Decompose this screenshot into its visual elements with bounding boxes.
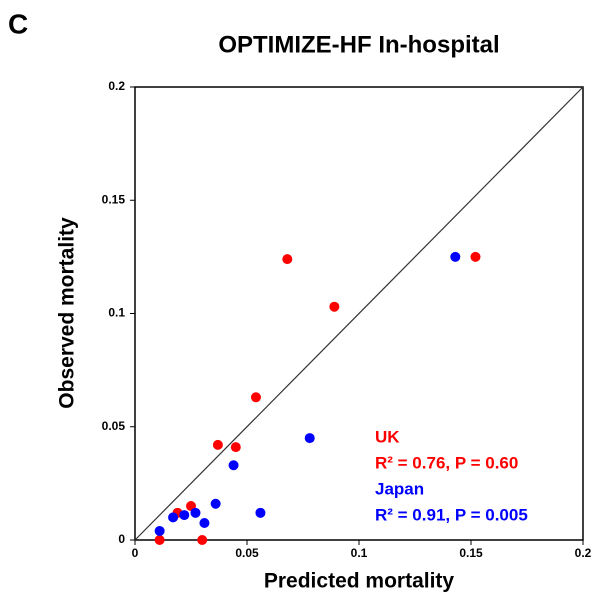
x-tick-label: 0.05 — [235, 546, 259, 560]
point — [255, 507, 266, 518]
point — [450, 251, 461, 262]
point — [212, 439, 223, 450]
point — [168, 512, 179, 523]
x-tick-label: 0.2 — [575, 546, 592, 560]
y-tick-label: 0.2 — [108, 79, 125, 93]
x-axis-label: Predicted mortality — [264, 570, 455, 593]
point — [210, 498, 221, 509]
point — [197, 535, 208, 545]
point — [282, 254, 293, 265]
identity-line — [134, 86, 584, 541]
legend-label: UK — [375, 427, 400, 446]
point — [470, 251, 481, 262]
legend-label: Japan — [375, 479, 424, 498]
point — [304, 433, 315, 444]
stats-annotation: R² = 0.91, P = 0.005 — [375, 505, 528, 524]
point — [190, 507, 201, 518]
point — [250, 392, 261, 403]
point — [228, 460, 239, 471]
point — [199, 518, 210, 529]
y-tick-label: 0.05 — [102, 419, 126, 433]
point — [329, 301, 340, 312]
point — [154, 525, 165, 536]
x-tick-label: 0.15 — [459, 546, 483, 560]
x-tick-label: 0 — [132, 546, 139, 560]
x-tick-label: 0.1 — [351, 546, 368, 560]
y-axis-label: Observed mortality — [56, 217, 79, 409]
y-tick-label: 0.1 — [108, 306, 125, 320]
point — [179, 510, 190, 521]
y-tick-label: 0.15 — [102, 192, 126, 206]
y-tick-label: 0 — [118, 532, 125, 546]
chart-title: OPTIMIZE-HF In-hospital — [218, 31, 499, 58]
point — [230, 442, 241, 453]
stats-annotation: R² = 0.76, P = 0.60 — [375, 453, 518, 472]
panel-label: C — [8, 8, 28, 39]
point — [154, 535, 165, 545]
